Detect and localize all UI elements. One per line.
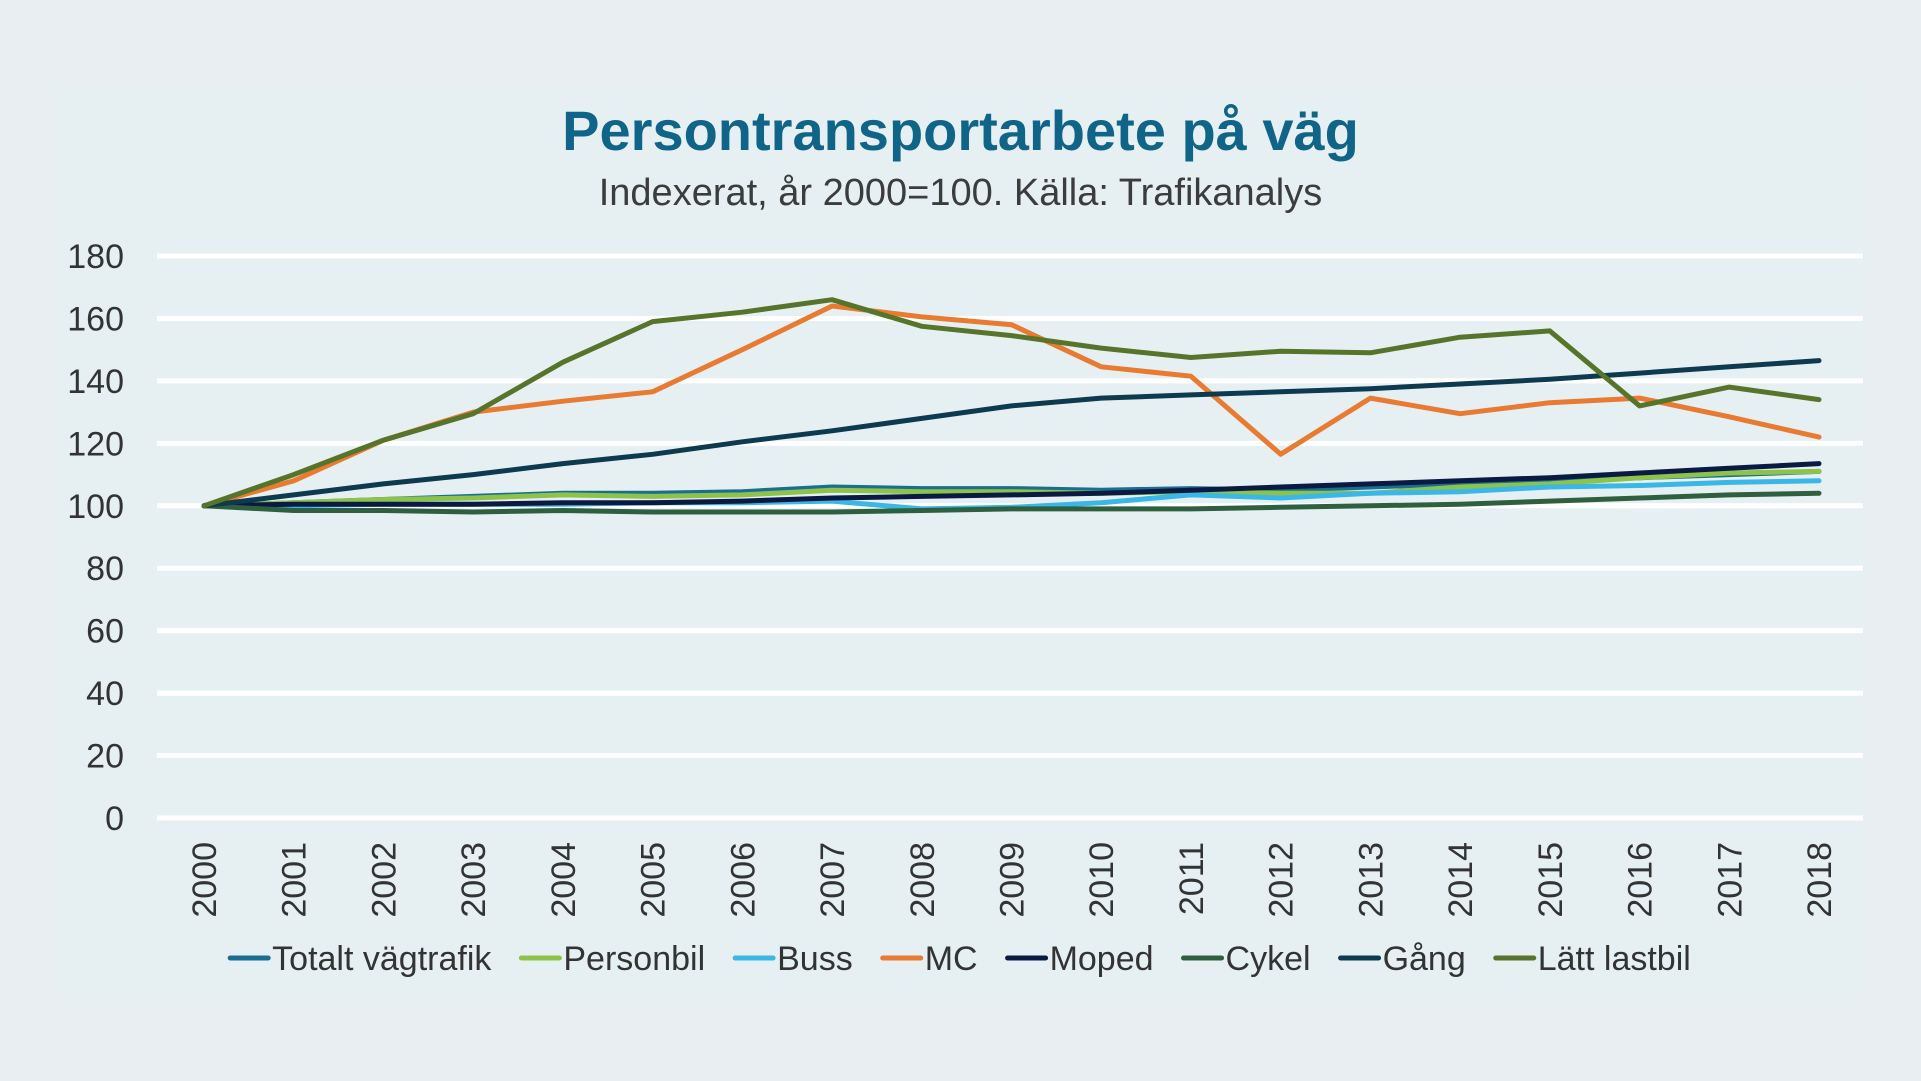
chart-title: Persontransportarbete på väg — [562, 99, 1359, 162]
legend-label: MC — [925, 940, 978, 978]
y-tick-label: 0 — [105, 800, 124, 838]
series-line-5 — [201, 490, 1822, 515]
series-line-6 — [201, 358, 1822, 509]
legend-label: Lätt lastbil — [1538, 940, 1691, 978]
y-tick-label: 100 — [67, 488, 124, 526]
y-tick-label: 120 — [67, 425, 124, 463]
x-tick-label: 2002 — [365, 842, 403, 918]
y-axis-ticks: 0 20 40 60 80 100 120 140 160 180 — [67, 238, 124, 838]
legend: Totalt vägtrafik Personbil Buss MC Moped Cyke… — [227, 940, 1691, 978]
x-tick-label: 2005 — [635, 842, 673, 918]
x-tick-label: 2001 — [276, 842, 314, 918]
x-tick-label: 2000 — [186, 842, 224, 918]
x-tick-label: 2009 — [994, 842, 1032, 918]
y-tick-label: 40 — [86, 675, 124, 713]
y-tick-label: 60 — [86, 613, 124, 651]
y-tick-label: 160 — [67, 300, 124, 338]
x-tick-label: 2013 — [1352, 842, 1390, 918]
x-tick-label: 2016 — [1622, 842, 1660, 918]
x-tick-label: 2006 — [724, 842, 762, 918]
legend-label: Totalt vägtrafik — [272, 940, 492, 978]
x-tick-label: 2003 — [455, 842, 493, 918]
series-lines — [201, 297, 1822, 515]
x-tick-label: 2011 — [1173, 842, 1211, 915]
x-tick-label: 2008 — [904, 842, 942, 918]
chart-subtitle: Indexerat, år 2000=100. Källa: Trafikana… — [598, 172, 1323, 214]
x-tick-label: 2018 — [1801, 842, 1839, 918]
legend-label: Gång — [1383, 940, 1466, 978]
x-tick-label: 2012 — [1263, 842, 1301, 918]
legend-label: Personbil — [563, 940, 705, 978]
x-tick-label: 2017 — [1711, 842, 1749, 918]
legend-label: Cykel — [1226, 940, 1311, 978]
x-axis-ticks: 2000 2001 2002 2003 2004 2005 2006 2007 2008 2009… — [186, 842, 1839, 918]
y-tick-label: 140 — [67, 363, 124, 401]
legend-label: Moped — [1050, 940, 1154, 978]
gridlines — [157, 253, 1863, 821]
x-tick-label: 2010 — [1083, 842, 1121, 918]
legend-label: Buss — [777, 940, 853, 978]
y-tick-label: 180 — [67, 238, 124, 276]
x-tick-label: 2014 — [1442, 842, 1480, 918]
chart-panel — [55, 84, 1867, 996]
series-line-1 — [201, 468, 1822, 509]
x-tick-label: 2007 — [814, 842, 852, 918]
x-tick-label: 2004 — [545, 842, 583, 918]
series-line-7 — [201, 297, 1822, 509]
series-line-4 — [201, 461, 1822, 509]
x-tick-label: 2015 — [1532, 842, 1570, 918]
y-tick-label: 20 — [86, 738, 124, 776]
y-tick-label: 80 — [86, 550, 124, 588]
